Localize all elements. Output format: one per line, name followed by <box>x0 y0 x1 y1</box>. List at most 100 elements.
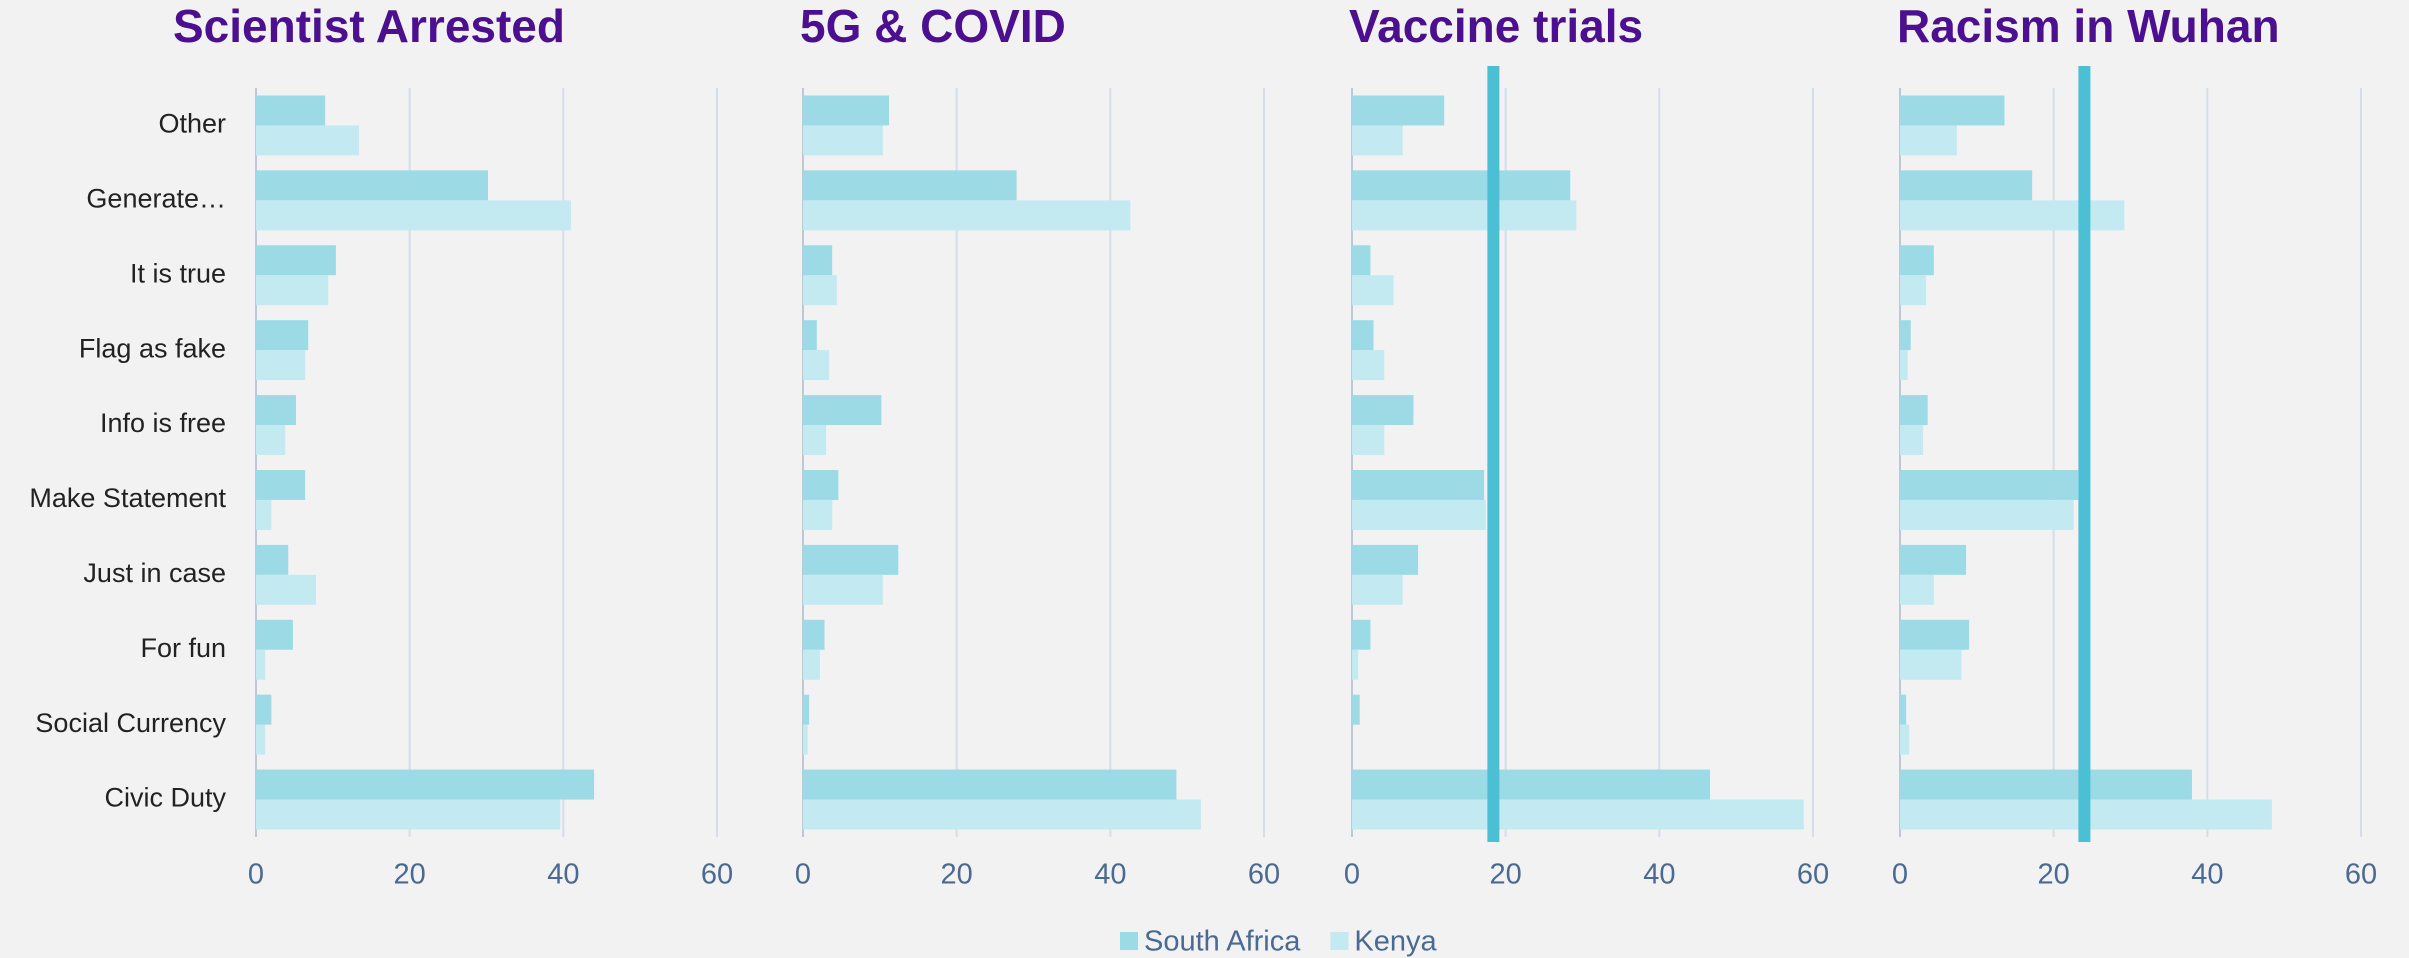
x-tick-label: 40 <box>1094 859 1126 891</box>
category-label: Make Statement <box>29 483 226 513</box>
bar <box>803 799 1201 830</box>
bar <box>803 499 833 530</box>
bar <box>256 694 272 725</box>
bar <box>803 694 810 725</box>
bar <box>1352 275 1394 306</box>
bar <box>803 395 882 426</box>
bar <box>803 649 820 680</box>
x-tick-label: 20 <box>2038 859 2070 891</box>
bar <box>803 95 890 126</box>
bar <box>256 619 293 650</box>
x-tick-label: 60 <box>2345 859 2377 891</box>
bar <box>256 574 316 605</box>
bar <box>1352 469 1485 500</box>
bar <box>1352 350 1385 381</box>
bar <box>1900 350 1908 381</box>
bar <box>256 95 326 126</box>
bar <box>256 649 266 680</box>
bar <box>256 200 572 231</box>
x-tick-label: 60 <box>701 859 733 891</box>
bar <box>1900 769 2192 800</box>
category-label: It is true <box>130 258 226 288</box>
bar <box>1352 769 1711 800</box>
category-label: Flag as fake <box>79 333 226 363</box>
bar <box>1900 200 2125 231</box>
bar <box>1900 574 1934 605</box>
bar <box>256 170 489 201</box>
bar <box>1900 469 2079 500</box>
bar <box>803 425 827 456</box>
bar <box>803 350 830 381</box>
x-tick-label: 20 <box>941 859 973 891</box>
bar <box>256 350 306 381</box>
panel-title: Vaccine trials <box>1349 0 1643 52</box>
bar <box>1352 544 1419 575</box>
legend-swatch <box>1330 932 1349 950</box>
bar <box>803 320 817 351</box>
bar <box>1900 544 1967 575</box>
bar <box>1352 125 1403 156</box>
panel-title: Scientist Arrested <box>173 0 565 52</box>
bar <box>1352 95 1445 126</box>
category-label: Social Currency <box>35 708 226 738</box>
bar <box>256 724 266 755</box>
bar <box>256 275 329 306</box>
category-label: Just in case <box>83 558 226 588</box>
panel-title: Racism in Wuhan <box>1897 0 2280 52</box>
bar <box>1352 320 1374 351</box>
bar <box>1352 395 1414 426</box>
bar <box>1352 499 1486 530</box>
x-tick-label: 0 <box>1892 859 1908 891</box>
bar <box>1900 95 2005 126</box>
bar <box>256 544 289 575</box>
bar <box>256 395 296 426</box>
bar <box>803 170 1017 201</box>
bar <box>256 425 286 456</box>
legend-swatch <box>1120 932 1138 950</box>
x-tick-label: 20 <box>394 859 426 891</box>
x-tick-label: 0 <box>1344 859 1360 891</box>
legend-label: Kenya <box>1354 926 1437 958</box>
bar <box>1352 245 1371 276</box>
bar <box>803 200 1131 231</box>
bar <box>803 125 883 156</box>
bar <box>803 724 808 755</box>
category-label: Info is free <box>100 408 226 438</box>
x-tick-label: 0 <box>795 859 811 891</box>
bar <box>1900 425 1924 456</box>
panel-title: 5G & COVID <box>800 0 1066 52</box>
bar <box>1352 694 1360 725</box>
x-tick-label: 0 <box>248 859 264 891</box>
category-label: Civic Duty <box>104 783 226 813</box>
bar <box>1900 320 1911 351</box>
x-tick-label: 40 <box>1643 859 1675 891</box>
bar <box>1352 619 1371 650</box>
bar <box>803 275 837 306</box>
bar <box>256 799 561 830</box>
bar <box>256 125 359 156</box>
bar <box>256 499 272 530</box>
x-tick-label: 60 <box>1797 859 1829 891</box>
bar <box>256 320 309 351</box>
bar <box>1900 275 1927 306</box>
bar <box>1900 724 1910 755</box>
bar <box>803 574 883 605</box>
bar <box>1900 170 2033 201</box>
bar <box>1900 499 2074 530</box>
bar <box>1352 574 1403 605</box>
category-label: For fun <box>140 633 226 663</box>
bar <box>803 245 833 276</box>
x-tick-label: 40 <box>2191 859 2223 891</box>
category-label: Generate… <box>86 183 226 213</box>
bar <box>1352 799 1804 830</box>
bar <box>803 769 1177 800</box>
category-label: Other <box>158 109 226 139</box>
bar <box>1352 649 1359 680</box>
bar <box>803 619 825 650</box>
legend-label: South Africa <box>1144 926 1301 958</box>
bar <box>1900 649 1962 680</box>
bar <box>256 469 306 500</box>
bar <box>1352 200 1577 231</box>
x-tick-label: 60 <box>1248 859 1280 891</box>
